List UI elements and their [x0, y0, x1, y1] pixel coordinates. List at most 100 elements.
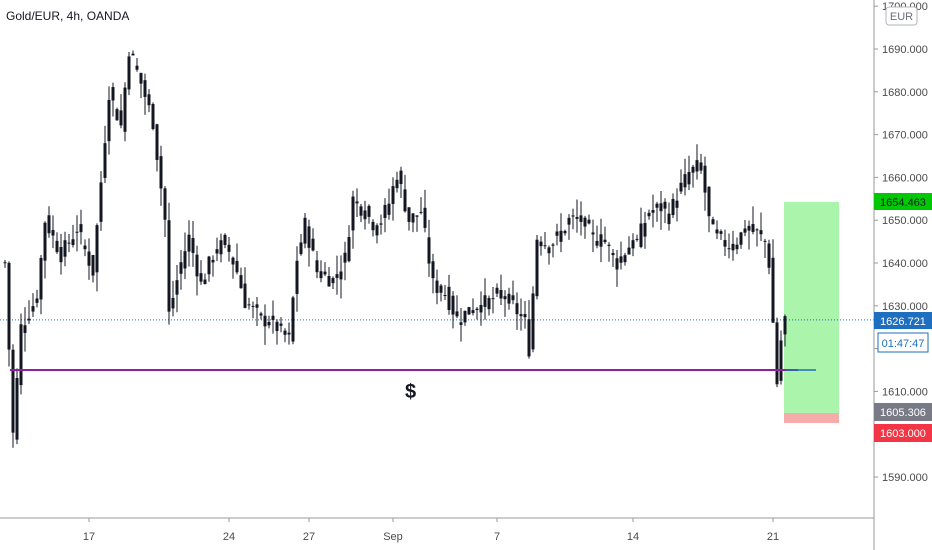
- candle: [523, 300, 527, 329]
- profit-zone[interactable]: [784, 202, 839, 413]
- candle: [427, 219, 431, 277]
- candle-body: [183, 251, 187, 269]
- candle: [691, 164, 695, 188]
- candle-body: [411, 213, 415, 223]
- candle-body: [299, 242, 303, 255]
- candle-body: [339, 271, 343, 280]
- candle-body: [403, 189, 407, 212]
- candle-body: [119, 110, 123, 126]
- candle: [35, 289, 39, 308]
- entry-price-label: 1605.306: [880, 407, 926, 419]
- candle: [563, 229, 567, 236]
- candle: [599, 218, 603, 263]
- y-tick-label: 1670.000: [882, 130, 928, 142]
- candle-body: [19, 324, 23, 386]
- candle: [159, 145, 163, 206]
- candle-body: [567, 217, 571, 225]
- candle-body: [631, 240, 635, 249]
- candle-body: [379, 223, 383, 225]
- candle: [435, 269, 439, 305]
- candle: [479, 291, 483, 326]
- candle: [259, 311, 263, 320]
- candle: [495, 283, 499, 297]
- candle-body: [295, 260, 299, 294]
- candle-body: [499, 289, 503, 299]
- candle-body: [287, 332, 291, 335]
- candle: [167, 202, 171, 325]
- candle: [763, 238, 767, 259]
- candle: [511, 280, 515, 305]
- candle: [639, 207, 643, 249]
- candle: [551, 243, 555, 258]
- candle-body: [91, 254, 95, 276]
- candle: [543, 232, 547, 250]
- candle: [615, 250, 619, 287]
- candle-body: [355, 201, 359, 204]
- candle-body: [759, 230, 763, 235]
- candle-body: [435, 280, 439, 293]
- time-axis[interactable]: 17 24 27 Sep 7 14 21: [83, 518, 779, 543]
- candle: [3, 259, 7, 268]
- candle-body: [719, 231, 723, 234]
- candle: [587, 214, 591, 225]
- candle: [287, 322, 291, 345]
- candle: [263, 304, 267, 345]
- candle: [631, 233, 635, 257]
- candle: [491, 286, 495, 314]
- candle: [383, 198, 387, 233]
- candle-body: [391, 186, 395, 204]
- candle: [127, 52, 131, 96]
- candle-body: [571, 215, 575, 217]
- candle: [431, 253, 435, 294]
- candle: [163, 186, 167, 238]
- candle: [667, 202, 671, 231]
- candle: [571, 208, 575, 230]
- candle: [683, 158, 687, 196]
- candle: [375, 223, 379, 244]
- symbol-title: Gold/EUR, 4h, OANDA: [6, 9, 129, 23]
- candle-body: [527, 319, 531, 357]
- candle-body: [175, 280, 179, 295]
- candle-body: [263, 315, 267, 327]
- candle-body: [107, 99, 111, 142]
- candle-body: [199, 273, 203, 282]
- candle-body: [387, 203, 391, 215]
- candle-body: [395, 179, 399, 189]
- candle: [371, 219, 375, 237]
- candle: [351, 190, 355, 249]
- candle: [19, 313, 23, 395]
- candle: [119, 94, 123, 129]
- candle-body: [671, 199, 675, 216]
- candle: [123, 82, 127, 142]
- candle: [79, 209, 83, 245]
- candle-body: [695, 160, 699, 172]
- candle-body: [751, 224, 755, 232]
- dollar-annotation[interactable]: $: [405, 381, 416, 403]
- candle: [739, 231, 743, 249]
- candle: [767, 239, 771, 275]
- candle: [207, 255, 211, 282]
- candle-body: [763, 240, 767, 242]
- candle-body: [135, 65, 139, 70]
- candle: [179, 249, 183, 290]
- candle-body: [47, 215, 51, 234]
- candle: [583, 215, 587, 239]
- candle: [611, 249, 615, 268]
- candle-body: [423, 207, 427, 228]
- candle-body: [367, 205, 371, 217]
- candle-body: [171, 297, 175, 309]
- candle: [187, 220, 191, 267]
- candle: [175, 264, 179, 313]
- candle-body: [519, 314, 523, 317]
- candle-body: [463, 310, 467, 323]
- loss-zone[interactable]: [784, 413, 839, 423]
- candle: [547, 245, 551, 265]
- candle-body: [155, 124, 159, 160]
- currency-badge[interactable]: [885, 6, 918, 26]
- candle-body: [615, 258, 619, 270]
- candle: [243, 267, 247, 309]
- candle-body: [327, 276, 331, 287]
- candle: [299, 233, 303, 256]
- candle-body: [343, 252, 347, 263]
